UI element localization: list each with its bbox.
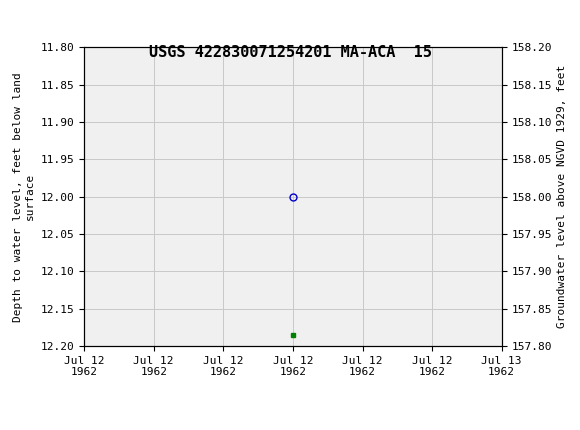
Text: ⋯USGS: ⋯USGS bbox=[3, 10, 65, 25]
Text: ≡: ≡ bbox=[2, 9, 17, 27]
Y-axis label: Depth to water level, feet below land
surface: Depth to water level, feet below land su… bbox=[13, 72, 35, 322]
Text: USGS: USGS bbox=[23, 10, 70, 25]
Y-axis label: Groundwater level above NGVD 1929, feet: Groundwater level above NGVD 1929, feet bbox=[557, 65, 567, 329]
Text: USGS 422830071254201 MA-ACA  15: USGS 422830071254201 MA-ACA 15 bbox=[148, 45, 432, 60]
